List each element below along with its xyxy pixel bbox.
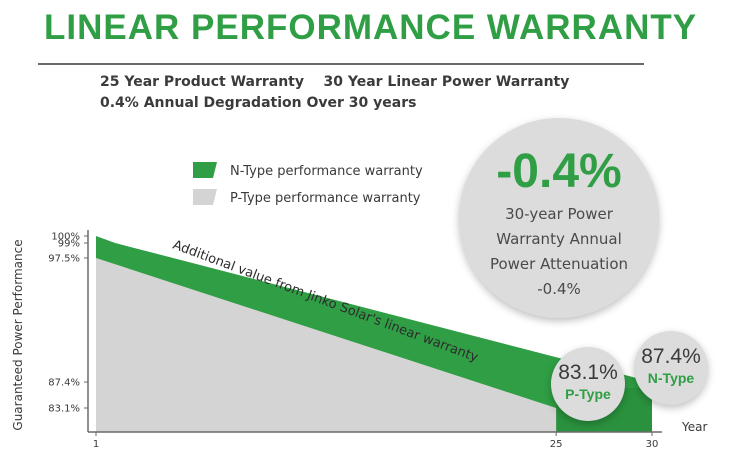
x-tick-label: 30 bbox=[646, 439, 659, 450]
subtitle-degradation: 0.4% Annual Degradation Over 30 years bbox=[100, 95, 417, 111]
legend-n-type-swatch bbox=[193, 162, 217, 178]
p-type-end-badge: 83.1% P-Type bbox=[551, 347, 625, 421]
page-title: LINEAR PERFORMANCE WARRANTY bbox=[44, 8, 698, 47]
attenuation-line-4: -0.4% bbox=[537, 280, 581, 298]
attenuation-line-2: Warranty Annual bbox=[496, 230, 622, 248]
y-tick-label: 87.4% bbox=[48, 378, 80, 389]
attenuation-callout-bubble: -0.4% 30-year Power Warranty Annual Powe… bbox=[459, 118, 659, 318]
attenuation-line-3: Power Attenuation bbox=[489, 255, 629, 273]
attenuation-value: -0.4% bbox=[496, 145, 622, 198]
p-type-end-label: P-Type bbox=[565, 386, 611, 402]
legend-n-type-label: N-Type performance warranty bbox=[230, 164, 423, 179]
y-tick-label: 99% bbox=[58, 239, 80, 250]
p-type-end-value: 83.1% bbox=[558, 361, 618, 384]
p-type-area bbox=[96, 258, 557, 432]
y-axis-title: Guaranteed Power Performance bbox=[11, 239, 25, 430]
attenuation-line-1: 30-year Power bbox=[505, 205, 613, 223]
title-divider bbox=[38, 63, 644, 65]
x-tick-label: 1 bbox=[93, 439, 99, 450]
y-tick-label: 83.1% bbox=[48, 404, 80, 415]
legend-p-type-label: P-Type performance warranty bbox=[230, 191, 421, 206]
chart-axes: 100%99% 97.5% 87.4% 83.1% 1 25 30 Year Guarantee… bbox=[11, 230, 707, 450]
attenuation-description: 30-year Power Warranty Annual Power Atte… bbox=[459, 202, 659, 302]
chart-legend: N-Type performance warranty P-Type perfor… bbox=[193, 162, 423, 206]
n-type-end-value: 87.4% bbox=[641, 345, 701, 368]
subtitle-warranty-terms: 25 Year Product Warranty 30 Year Linear … bbox=[100, 74, 570, 90]
y-tick-label: 97.5% bbox=[48, 254, 80, 265]
n-type-end-label: N-Type bbox=[647, 370, 695, 386]
n-type-end-badge: 87.4% N-Type bbox=[634, 331, 708, 405]
x-tick-label: 25 bbox=[550, 439, 563, 450]
x-axis-title: Year bbox=[681, 420, 707, 434]
y-tick-label: 100% bbox=[51, 232, 80, 243]
legend-p-type-swatch bbox=[193, 189, 217, 205]
